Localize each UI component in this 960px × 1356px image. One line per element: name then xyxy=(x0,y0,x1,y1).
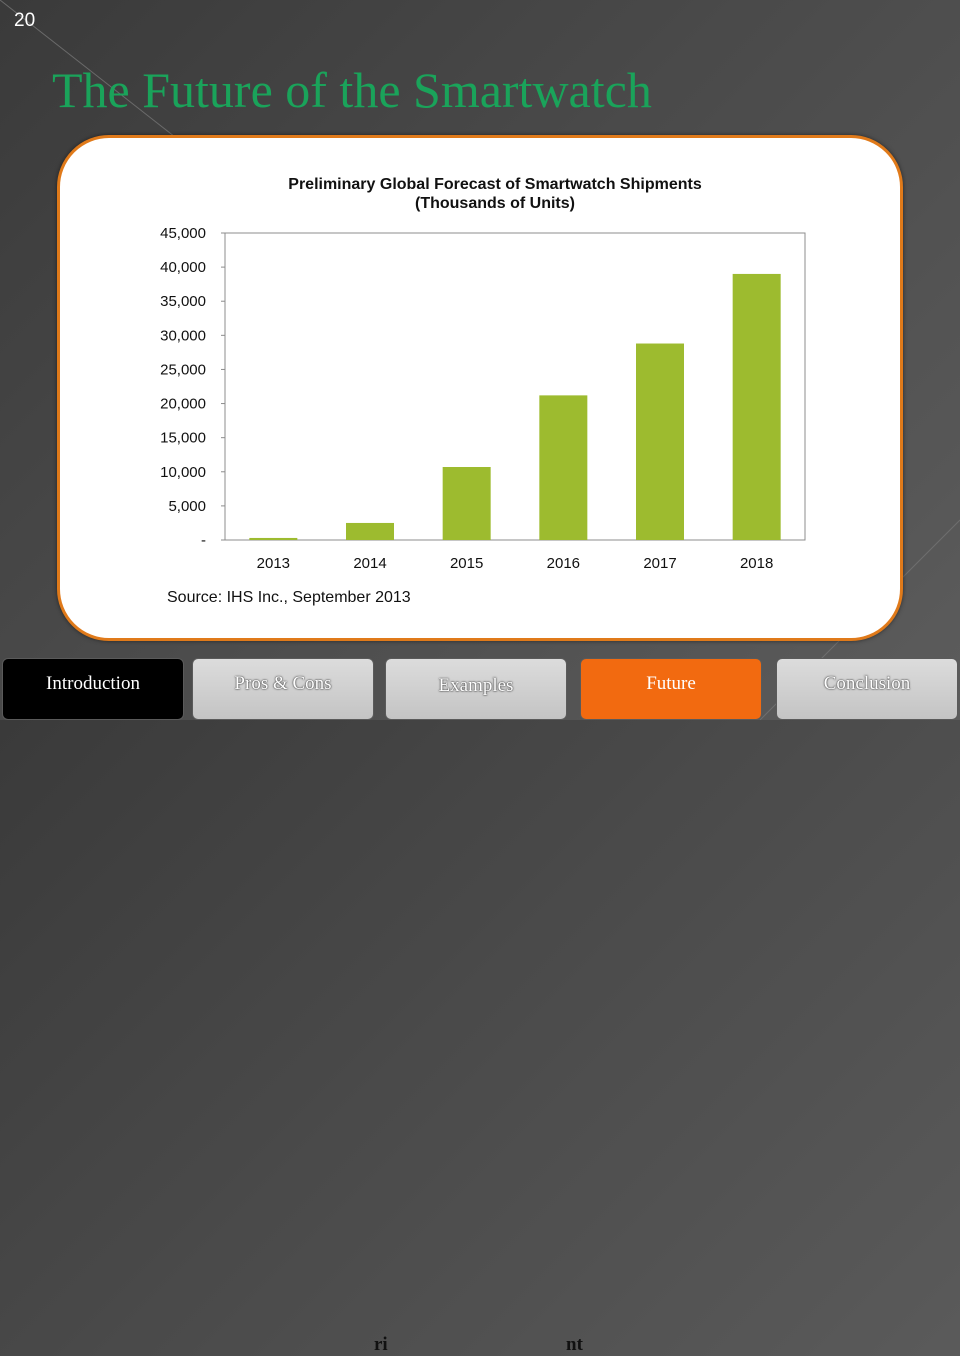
tab-examples[interactable]: Examples xyxy=(385,658,567,720)
x-tick-label: 2017 xyxy=(643,555,676,572)
bar xyxy=(442,467,491,540)
bar xyxy=(346,522,394,540)
chart-panel: Preliminary Global Forecast of Smartwatc… xyxy=(57,135,903,641)
tab-pros-cons[interactable]: Pros & Cons xyxy=(192,658,374,720)
chart-subtitle: (Thousands of Units) xyxy=(415,195,575,212)
y-tick-label: 5,000 xyxy=(168,498,206,515)
obscured-text-fragment: nt xyxy=(566,1334,583,1355)
tab-conclusion[interactable]: Conclusion xyxy=(776,658,958,720)
y-tick-label: 45,000 xyxy=(160,225,206,242)
x-tick-label: 2014 xyxy=(353,555,386,572)
bar-chart: Preliminary Global Forecast of Smartwatc… xyxy=(160,176,806,606)
chart-title: Preliminary Global Forecast of Smartwatc… xyxy=(288,176,702,193)
y-tick-label: 40,000 xyxy=(160,259,206,276)
y-tick-label: 15,000 xyxy=(160,430,206,447)
plot-frame xyxy=(224,232,806,541)
x-tick-label: 2016 xyxy=(547,555,580,572)
chart-source: Source: IHS Inc., September 2013 xyxy=(167,589,411,606)
x-tick-label: 2013 xyxy=(257,555,290,572)
y-tick-label: 30,000 xyxy=(160,327,206,344)
y-tick-label: 20,000 xyxy=(160,396,206,413)
bar xyxy=(539,395,588,540)
bar xyxy=(249,537,298,540)
y-tick-label: 35,000 xyxy=(160,293,206,310)
bar xyxy=(636,343,684,540)
x-tick-label: 2015 xyxy=(450,555,483,572)
y-tick-label: 25,000 xyxy=(160,361,206,378)
slide-title: The Future of the Smartwatch xyxy=(52,62,652,118)
tab-future[interactable]: Future xyxy=(580,658,762,720)
obscured-text-fragment: ri xyxy=(374,1334,388,1355)
slide-number: 20 xyxy=(14,10,36,31)
bottom-navigation: ri nt Introduction Pros & Cons Examples … xyxy=(0,656,960,1355)
bar xyxy=(732,273,781,540)
y-tick-label: - xyxy=(201,532,206,549)
x-tick-label: 2018 xyxy=(740,555,773,572)
y-tick-label: 10,000 xyxy=(160,464,206,481)
tab-introduction[interactable]: Introduction xyxy=(2,658,184,720)
